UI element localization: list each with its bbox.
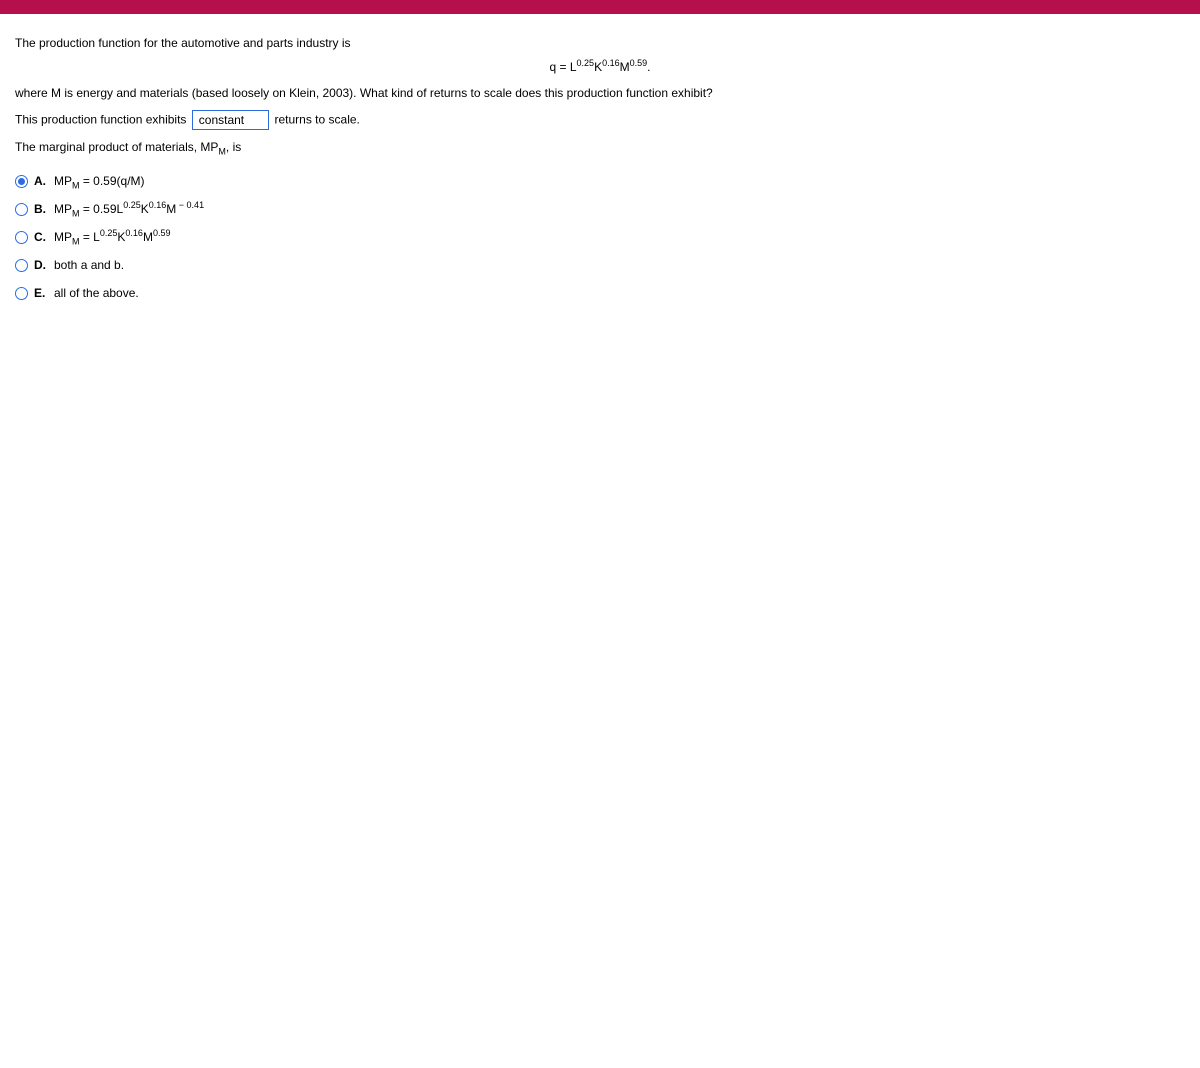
eq-suffix: .: [647, 60, 650, 74]
eq-exp2: 0.16: [602, 58, 620, 68]
answer-options: A. MPM = 0.59(q/M) B. MPM = 0.59L0.25K0.…: [15, 170, 1185, 304]
eq-exp3: 0.59: [630, 58, 648, 68]
radio-c[interactable]: [15, 231, 28, 244]
production-equation: q = L0.25K0.16M0.59.: [15, 60, 1185, 74]
option-e[interactable]: E. all of the above.: [15, 282, 1185, 304]
opt-a-sub: M: [72, 181, 80, 191]
opt-c-eq: = L: [80, 230, 100, 244]
radio-e[interactable]: [15, 287, 28, 300]
option-a[interactable]: A. MPM = 0.59(q/M): [15, 170, 1185, 192]
option-d[interactable]: D. both a and b.: [15, 254, 1185, 276]
line4-sub: M: [218, 147, 226, 157]
option-text: all of the above.: [54, 286, 1185, 300]
opt-b-e1: 0.25: [123, 200, 141, 210]
opt-c-m: M: [143, 230, 153, 244]
radio-d[interactable]: [15, 259, 28, 272]
option-c[interactable]: C. MPM = L0.25K0.16M0.59: [15, 226, 1185, 248]
question-line-4: The marginal product of materials, MPM, …: [15, 138, 1185, 156]
option-letter: A.: [34, 174, 54, 188]
option-b[interactable]: B. MPM = 0.59L0.25K0.16M − 0.41: [15, 198, 1185, 220]
radio-a[interactable]: [15, 175, 28, 188]
opt-a-prefix: MP: [54, 174, 72, 188]
option-text: MPM = L0.25K0.16M0.59: [54, 230, 1185, 244]
opt-b-prefix: MP: [54, 202, 72, 216]
line4-post: , is: [226, 140, 241, 154]
header-bar: [0, 0, 1200, 14]
radio-b[interactable]: [15, 203, 28, 216]
question-content: The production function for the automoti…: [0, 14, 1200, 322]
line3-pre: This production function exhibits: [15, 112, 186, 126]
opt-a-mid: = 0.59(q/M): [80, 174, 145, 188]
eq-mid1: K: [594, 60, 602, 74]
opt-c-e3: 0.59: [153, 228, 171, 238]
opt-b-k: K: [141, 202, 149, 216]
option-text: MPM = 0.59(q/M): [54, 174, 1185, 188]
line3-post: returns to scale.: [275, 112, 360, 126]
question-line-2: where M is energy and materials (based l…: [15, 84, 1185, 102]
eq-prefix: q = L: [550, 60, 577, 74]
eq-exp1: 0.25: [577, 58, 595, 68]
option-text: MPM = 0.59L0.25K0.16M − 0.41: [54, 202, 1185, 216]
opt-b-e3: − 0.41: [176, 200, 204, 210]
line4-pre: The marginal product of materials, MP: [15, 140, 218, 154]
opt-c-sub: M: [72, 237, 80, 247]
opt-c-e2: 0.16: [125, 228, 143, 238]
option-letter: D.: [34, 258, 54, 272]
opt-c-prefix: MP: [54, 230, 72, 244]
question-line-1: The production function for the automoti…: [15, 34, 1185, 52]
eq-mid2: M: [620, 60, 630, 74]
opt-b-m: M: [166, 202, 176, 216]
option-letter: E.: [34, 286, 54, 300]
opt-b-sub: M: [72, 209, 80, 219]
question-line-3: This production function exhibits consta…: [15, 110, 1185, 130]
option-letter: C.: [34, 230, 54, 244]
opt-b-e2: 0.16: [149, 200, 167, 210]
option-text: both a and b.: [54, 258, 1185, 272]
option-letter: B.: [34, 202, 54, 216]
opt-b-eq: = 0.59L: [80, 202, 124, 216]
opt-c-e1: 0.25: [100, 228, 118, 238]
returns-to-scale-dropdown[interactable]: constant: [192, 110, 269, 130]
